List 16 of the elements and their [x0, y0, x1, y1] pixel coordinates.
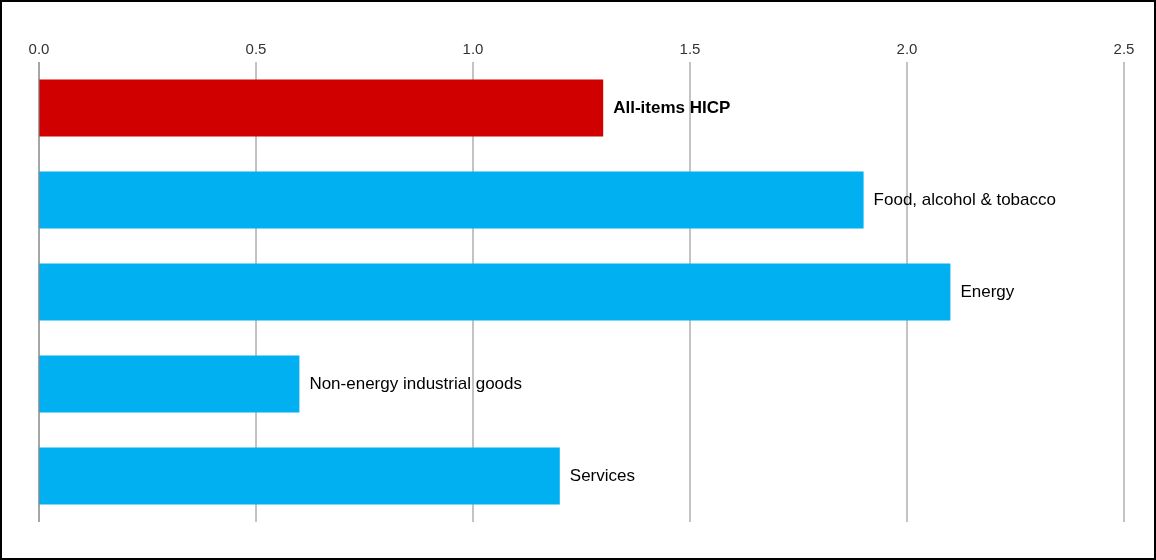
x-tick-label: 0.5	[245, 40, 267, 57]
y-tick-label: Services	[569, 466, 635, 486]
y-tick-label: Energy	[960, 282, 1015, 302]
y-tick-label: All-items HICP	[613, 98, 731, 118]
x-tick-label: 1.0	[462, 40, 484, 57]
bar	[39, 171, 864, 229]
bar	[39, 79, 604, 137]
y-tick-label: Non-energy industrial goods	[309, 374, 523, 394]
bar	[39, 263, 951, 321]
x-tick-label: 1.5	[679, 40, 701, 57]
x-tick-label: 0.0	[28, 40, 50, 57]
x-tick-label: 2.0	[896, 40, 918, 57]
y-tick-label: Food, alcohol & tobacco	[873, 190, 1057, 210]
x-tick-label: 2.5	[1113, 40, 1135, 57]
bar	[39, 447, 560, 505]
bar	[39, 355, 300, 413]
